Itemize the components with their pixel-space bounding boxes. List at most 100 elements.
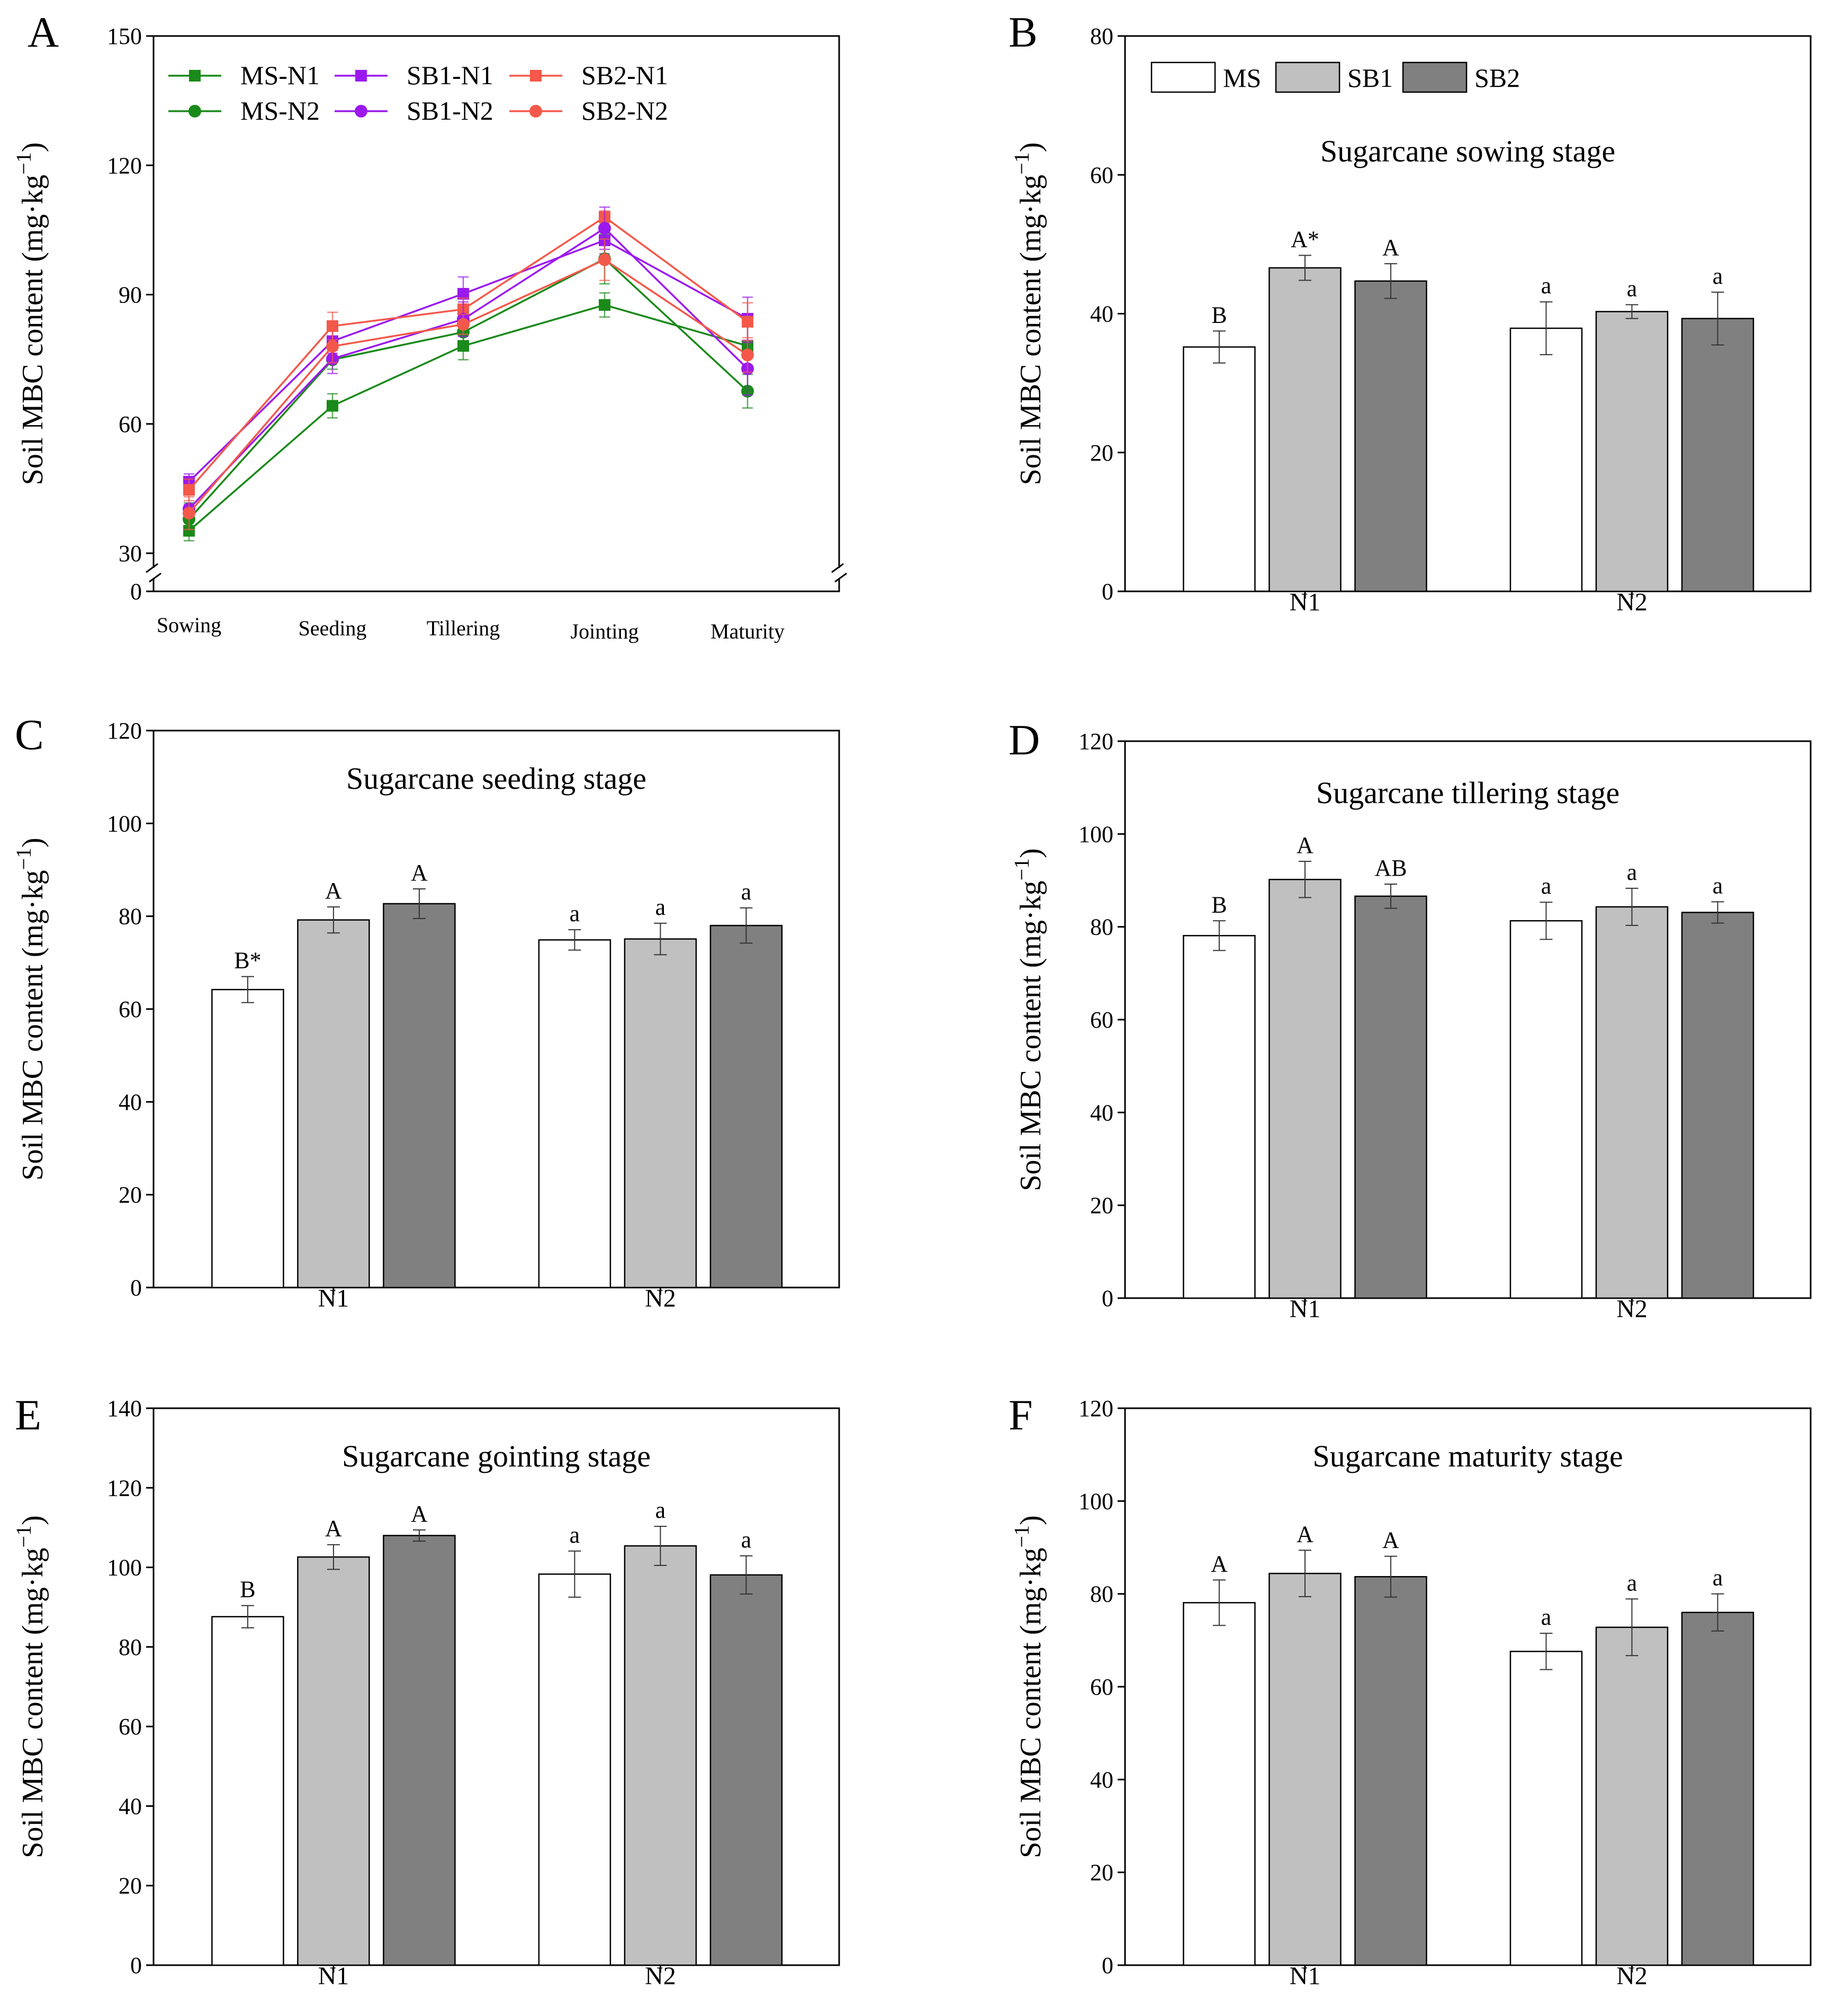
bar [1354,1576,1427,1966]
significance-label: a [1541,873,1552,899]
y-tick-label: 140 [107,1396,142,1421]
bar [538,1573,611,1966]
y-axis-label-main: Soil MBC content (mg·kg [1014,880,1047,1191]
y-tick-label: 120 [107,152,142,178]
significance-label: A [1382,1527,1399,1553]
axis-break-gap [145,568,162,579]
bar [709,924,783,1289]
y-axis-label: Soil MBC content (mg·kg−1) [12,838,50,1181]
bar [1354,280,1427,592]
y-tick-label: 150 [107,23,142,49]
data-point [741,348,754,362]
bar [1595,1626,1669,1966]
significance-label: A [411,1501,428,1527]
y-tick-label: 60 [1090,1007,1113,1033]
legend-swatch [1275,61,1341,93]
x-category-label: Jointing [571,619,639,643]
y-tick-label: 20 [1090,440,1113,466]
significance-label: A [325,878,342,904]
panel-letter: D [1009,716,1040,764]
y-tick-label: 100 [107,1555,142,1581]
legend-label: MS-N2 [240,96,320,125]
y-tick-label: 100 [1078,821,1113,847]
y-axis-label-close: ) [16,142,49,152]
significance-label: a [741,879,752,905]
bar [1509,1651,1583,1966]
y-axis-label-close: ) [1014,1515,1047,1525]
significance-label: A [1297,1521,1314,1547]
bar [383,903,456,1289]
y-axis-label-close: ) [16,838,49,848]
legend-swatch [1402,61,1468,93]
x-category-label: N2 [1616,1962,1648,1990]
legend-marker [189,70,201,82]
bar [1595,906,1669,1299]
y-axis-label: Soil MBC content (mg·kg−1) [1010,142,1048,485]
data-point [598,253,611,266]
data-point [326,340,339,353]
y-axis-label-unit-sup: −1 [12,1525,35,1548]
legend-label: MS-N1 [240,60,320,90]
y-tick-label: 40 [1090,1767,1113,1793]
legend-label: SB2-N1 [581,60,668,90]
y-tick-label: 120 [107,718,142,744]
significance-label: A [1297,832,1314,858]
significance-label: AB [1374,855,1407,881]
y-tick-label: 20 [1090,1193,1113,1219]
bar [538,939,611,1289]
panel-letter: B [1009,8,1038,56]
plot-frame [152,35,840,592]
y-axis-label: Soil MBC content (mg·kg−1) [1010,848,1048,1191]
y-tick-label: 120 [107,1475,142,1501]
bar [1595,311,1669,592]
data-point [183,484,195,496]
legend-label: SB1-N1 [407,60,493,90]
axis-break-mark [146,563,158,573]
y-axis-label-unit-sup: −1 [12,152,35,175]
legend-marker [188,105,201,118]
y-axis-label-main: Soil MBC content (mg·kg [16,175,49,485]
legend-marker [355,105,367,118]
y-axis-label-main: Soil MBC content (mg·kg [16,870,49,1180]
y-tick-label: 40 [1090,301,1113,327]
panel-letter: F [1009,1391,1033,1439]
significance-label: a [1627,859,1638,885]
y-tick-label: 30 [119,541,142,566]
bar [1183,346,1256,592]
series-line [188,227,749,510]
y-tick-label: 0 [1102,1285,1113,1311]
y-axis-label-unit-sup: −1 [12,848,35,870]
significance-label: A [325,1516,342,1542]
bar [1681,1612,1755,1966]
y-axis-label-close: ) [1014,848,1047,858]
x-category-label: Seeding [299,616,367,640]
y-tick-label: 80 [1090,1581,1113,1607]
data-point [183,507,195,520]
legend-label: SB2-N2 [581,96,668,125]
y-tick-label: 60 [1090,162,1113,188]
bar [1681,912,1755,1299]
significance-label: B [1211,892,1227,917]
panel-letter: C [15,710,44,759]
significance-label: a [741,1527,752,1553]
y-tick-label: 0 [130,1275,142,1301]
axis-break-mark [149,572,161,583]
bar [297,919,370,1289]
chart-title: Sugarcane maturity stage [1312,1439,1623,1473]
bar [624,938,697,1289]
bar [1183,1602,1256,1966]
y-tick-label: 100 [107,811,142,836]
y-tick-label: 0 [1102,579,1113,605]
y-axis-label-main: Soil MBC content (mg·kg [1014,175,1047,485]
significance-label: B [240,1577,255,1603]
y-tick-label: 20 [1090,1860,1113,1886]
y-tick-label: 40 [119,1793,142,1819]
x-category-label: N1 [1290,1962,1321,1990]
chart-title: Sugarcane tillering stage [1316,776,1620,810]
data-point [742,316,753,328]
x-category-label: N2 [645,1284,676,1312]
significance-label: a [1713,263,1723,289]
data-point [327,400,338,412]
significance-label: a [1541,1604,1552,1630]
series-line [188,215,749,491]
